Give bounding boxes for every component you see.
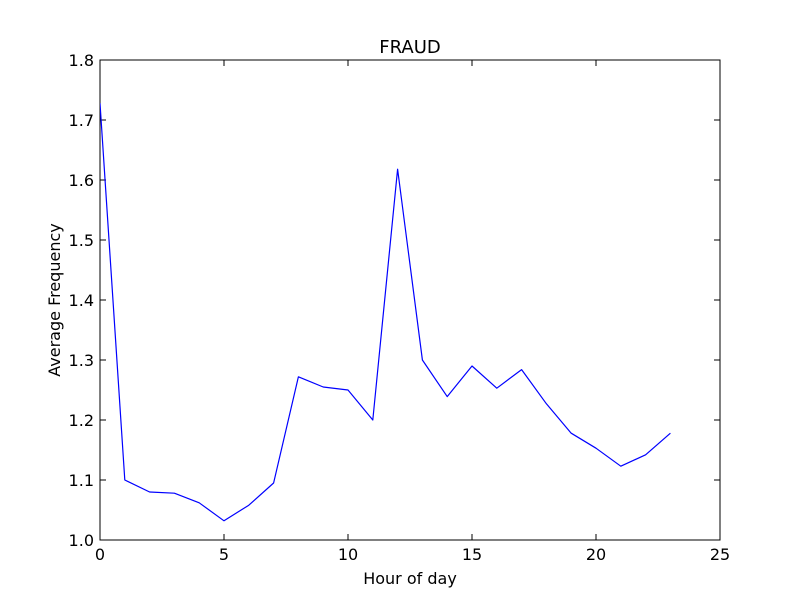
- plot-area: [99, 59, 721, 541]
- x-tick-label: 10: [338, 545, 358, 564]
- x-tick-label: 0: [95, 545, 105, 564]
- y-tick-label: 1.0: [69, 531, 94, 550]
- series-layer: [100, 103, 671, 522]
- ticks-layer: 0 5 10 15 20 25 1.0 1.1 1.2 1.3 1.4 1.5 1.6 1.7 1.8: [69, 51, 731, 564]
- x-tick-label: 5: [219, 545, 229, 564]
- x-axis-label: Hour of day: [363, 569, 457, 588]
- chart-title: FRAUD: [379, 37, 440, 58]
- y-axis-label: Average Frequency: [45, 223, 64, 376]
- y-tick-label: 1.6: [69, 171, 94, 190]
- y-tick-label: 1.5: [69, 231, 94, 250]
- y-tick-label: 1.8: [69, 51, 94, 70]
- x-tick-label: 20: [586, 545, 606, 564]
- series-line: [100, 103, 671, 522]
- y-tick-label: 1.4: [69, 291, 94, 310]
- x-tick-label: 25: [710, 545, 730, 564]
- y-tick-label: 1.2: [69, 411, 94, 430]
- y-tick-label: 1.7: [69, 111, 94, 130]
- y-tick-label: 1.1: [69, 471, 94, 490]
- y-tick-label: 1.3: [69, 351, 94, 370]
- x-tick-label: 15: [462, 545, 482, 564]
